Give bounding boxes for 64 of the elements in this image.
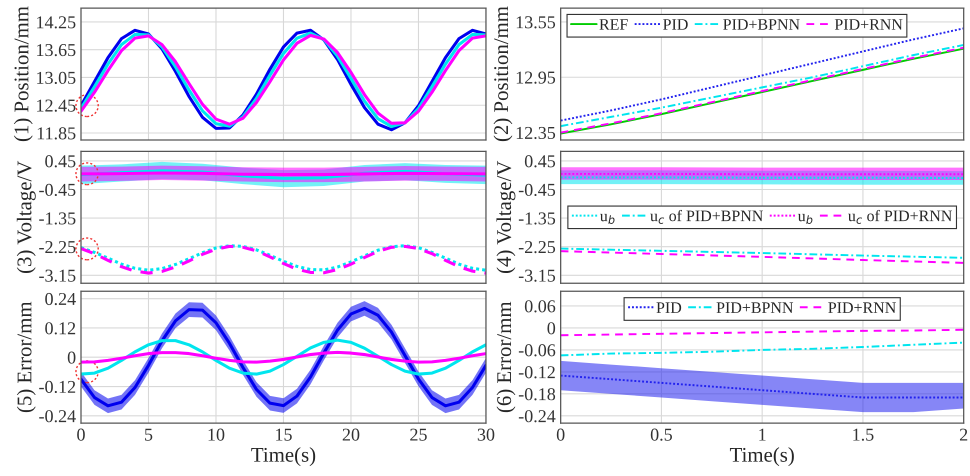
line-series [560, 374, 964, 398]
y-axis-title: (1) Position/mm [14, 6, 33, 142]
y-axis-title: (2) Position/mm [494, 6, 512, 142]
y-tick-label: -0.45 [39, 184, 76, 196]
y-tick-label: 0.45 [524, 155, 556, 168]
line-series [560, 342, 964, 356]
y-tick-label: 12.35 [516, 126, 556, 140]
y-tick-label: 12.95 [516, 72, 556, 84]
line-series [560, 250, 964, 264]
y-axis-title: (3) Voltage/V [16, 160, 36, 273]
y-tick-label: -2.25 [518, 240, 556, 254]
y-tick-label: -0.24 [518, 410, 556, 422]
legend-label: u$_{c}$ of PID+RNN [848, 210, 952, 224]
y-tick-label: -0.18 [518, 388, 556, 400]
x-tick-label: 5 [145, 428, 152, 441]
legend-label: PID+BPNN [716, 302, 794, 313]
y-tick-label: -3.15 [518, 270, 556, 282]
x-tick-label: 10 [208, 428, 224, 441]
x-tick-label: 2 [960, 428, 968, 441]
y-tick-label: 0 [547, 322, 556, 334]
x-tick-label: 15 [276, 428, 292, 441]
line-series [560, 248, 964, 259]
y-tick-label: 11.85 [38, 127, 76, 140]
y-tick-label: -1.35 [39, 212, 76, 225]
y-tick-label: -2.25 [39, 240, 76, 254]
legend-label: PID [663, 19, 688, 30]
x-tick-label: 25 [410, 428, 427, 441]
x-tick-label: 0.5 [650, 428, 672, 441]
legend-label: PID [656, 302, 682, 313]
y-tick-label: 0.06 [524, 300, 556, 312]
x-tick-label: 1.5 [853, 428, 874, 441]
y-tick-label: -0.12 [39, 380, 76, 394]
x-tick-label: 0 [77, 428, 85, 441]
y-tick-label: 13.65 [37, 44, 76, 56]
y-axis-title: (4) Voltage/V [496, 160, 516, 273]
y-tick-label: -0.45 [518, 184, 556, 196]
y-tick-label: 0 [68, 351, 76, 364]
legend-label: u$_{c}$ of PID+BPNN [650, 210, 763, 224]
x-tick-label: 1 [759, 428, 766, 441]
y-tick-label: -0.12 [518, 366, 555, 378]
legend-label: PID+RNN [828, 302, 896, 313]
y-tick-label: -0.24 [39, 410, 76, 422]
legend-label: u$_{b}$ [798, 214, 812, 224]
y-tick-label: 0.24 [45, 292, 76, 306]
y-tick-label: 0.45 [45, 155, 76, 168]
x-tick-label: 0 [556, 428, 564, 441]
y-tick-label: 12.45 [37, 100, 76, 112]
x-tick-label: 30 [478, 428, 494, 441]
x-axis-title: Time(s) [730, 447, 794, 466]
y-axis-title: (5) Error/mm [16, 302, 36, 412]
y-tick-label: 14.25 [37, 16, 76, 28]
x-axis-title: Time(s) [251, 447, 316, 466]
legend-label: PID+BPNN [723, 19, 800, 30]
y-tick-label: -1.35 [518, 212, 556, 225]
y-tick-label: 0.12 [45, 322, 76, 334]
y-tick-label: -0.06 [518, 344, 556, 356]
y-tick-label: -3.15 [39, 270, 76, 282]
y-tick-label: 13.05 [37, 72, 76, 84]
y-tick-label: 13.55 [516, 16, 556, 28]
legend-label: PID+RNN [834, 19, 902, 30]
x-tick-label: 20 [342, 428, 360, 441]
y-axis-title: (6) Error/mm [496, 302, 516, 412]
legend-label: REF [599, 19, 628, 30]
legend-label: u$_{b}$ [600, 214, 615, 224]
